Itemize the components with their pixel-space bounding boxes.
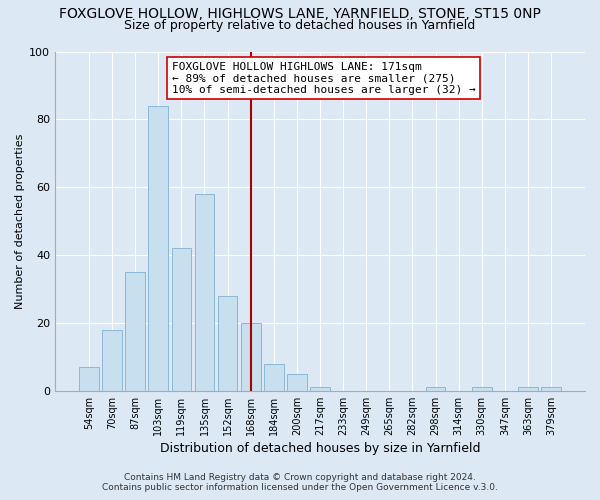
Bar	[102, 330, 122, 391]
Bar	[172, 248, 191, 391]
Y-axis label: Number of detached properties: Number of detached properties	[15, 134, 25, 309]
Text: FOXGLOVE HOLLOW HIGHLOWS LANE: 171sqm
← 89% of detached houses are smaller (275): FOXGLOVE HOLLOW HIGHLOWS LANE: 171sqm ← …	[172, 62, 475, 95]
Text: Size of property relative to detached houses in Yarnfield: Size of property relative to detached ho…	[124, 18, 476, 32]
Bar	[518, 388, 538, 391]
Text: FOXGLOVE HOLLOW, HIGHLOWS LANE, YARNFIELD, STONE, ST15 0NP: FOXGLOVE HOLLOW, HIGHLOWS LANE, YARNFIEL…	[59, 8, 541, 22]
Bar	[79, 367, 99, 391]
Bar	[472, 388, 491, 391]
Bar	[148, 106, 168, 391]
Bar	[310, 388, 330, 391]
Bar	[241, 323, 260, 391]
Bar	[541, 388, 561, 391]
Bar	[194, 194, 214, 391]
Bar	[287, 374, 307, 391]
Text: Contains HM Land Registry data © Crown copyright and database right 2024.
Contai: Contains HM Land Registry data © Crown c…	[102, 473, 498, 492]
Bar	[264, 364, 284, 391]
X-axis label: Distribution of detached houses by size in Yarnfield: Distribution of detached houses by size …	[160, 442, 480, 455]
Bar	[426, 388, 445, 391]
Bar	[125, 272, 145, 391]
Bar	[218, 296, 238, 391]
